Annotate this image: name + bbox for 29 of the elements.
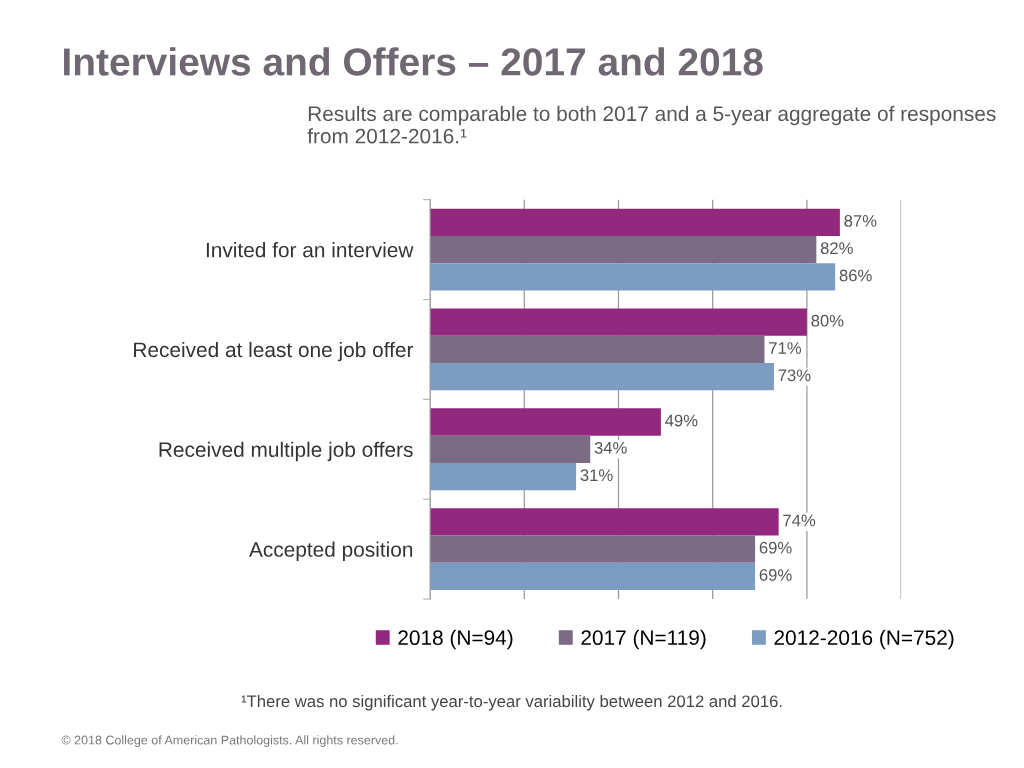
legend-label: 2018 (N=94) <box>398 629 513 650</box>
data-label: 73% <box>778 369 811 382</box>
text: ¹There was no significant year-to-year variability between 2012 and 2016. <box>241 694 782 711</box>
legend-label: 2012-2016 (N=752) <box>774 629 954 650</box>
data-label: 49% <box>665 414 698 427</box>
chart-subtitle: Results are comparable to both 2017 and a 5-year aggregate of responses from 2012-2016.¹ <box>307 105 996 144</box>
data-label: 87% <box>844 214 877 227</box>
chart-title: Interviews and Offers – 2017 and 2018 <box>64 47 763 76</box>
y-tick-label: Received at least one job offer <box>134 341 414 362</box>
bar <box>430 208 840 236</box>
data-label: 31% <box>580 469 613 482</box>
data-label: 34% <box>594 441 627 454</box>
y-tick-label: Accepted position <box>249 541 413 561</box>
data-label: 71% <box>769 342 802 354</box>
data-label: 74% <box>783 514 816 527</box>
text: © 2018 College of American Pathologists. All rights reserved. <box>61 735 398 747</box>
data-label: 86% <box>839 269 872 282</box>
data-label: 80% <box>811 314 844 327</box>
legend-label: 2017 (N=119) <box>581 629 706 650</box>
bar <box>430 308 807 336</box>
y-tick-label: Received multiple job offers <box>159 441 413 462</box>
bar <box>430 435 591 463</box>
data-label: 82% <box>820 242 853 255</box>
y-tick-label: Invited for an interview <box>206 242 414 258</box>
bar <box>430 408 661 436</box>
bar <box>430 508 779 536</box>
data-label: 69% <box>759 569 792 581</box>
bar <box>430 363 774 391</box>
data-label: 69% <box>759 541 792 554</box>
